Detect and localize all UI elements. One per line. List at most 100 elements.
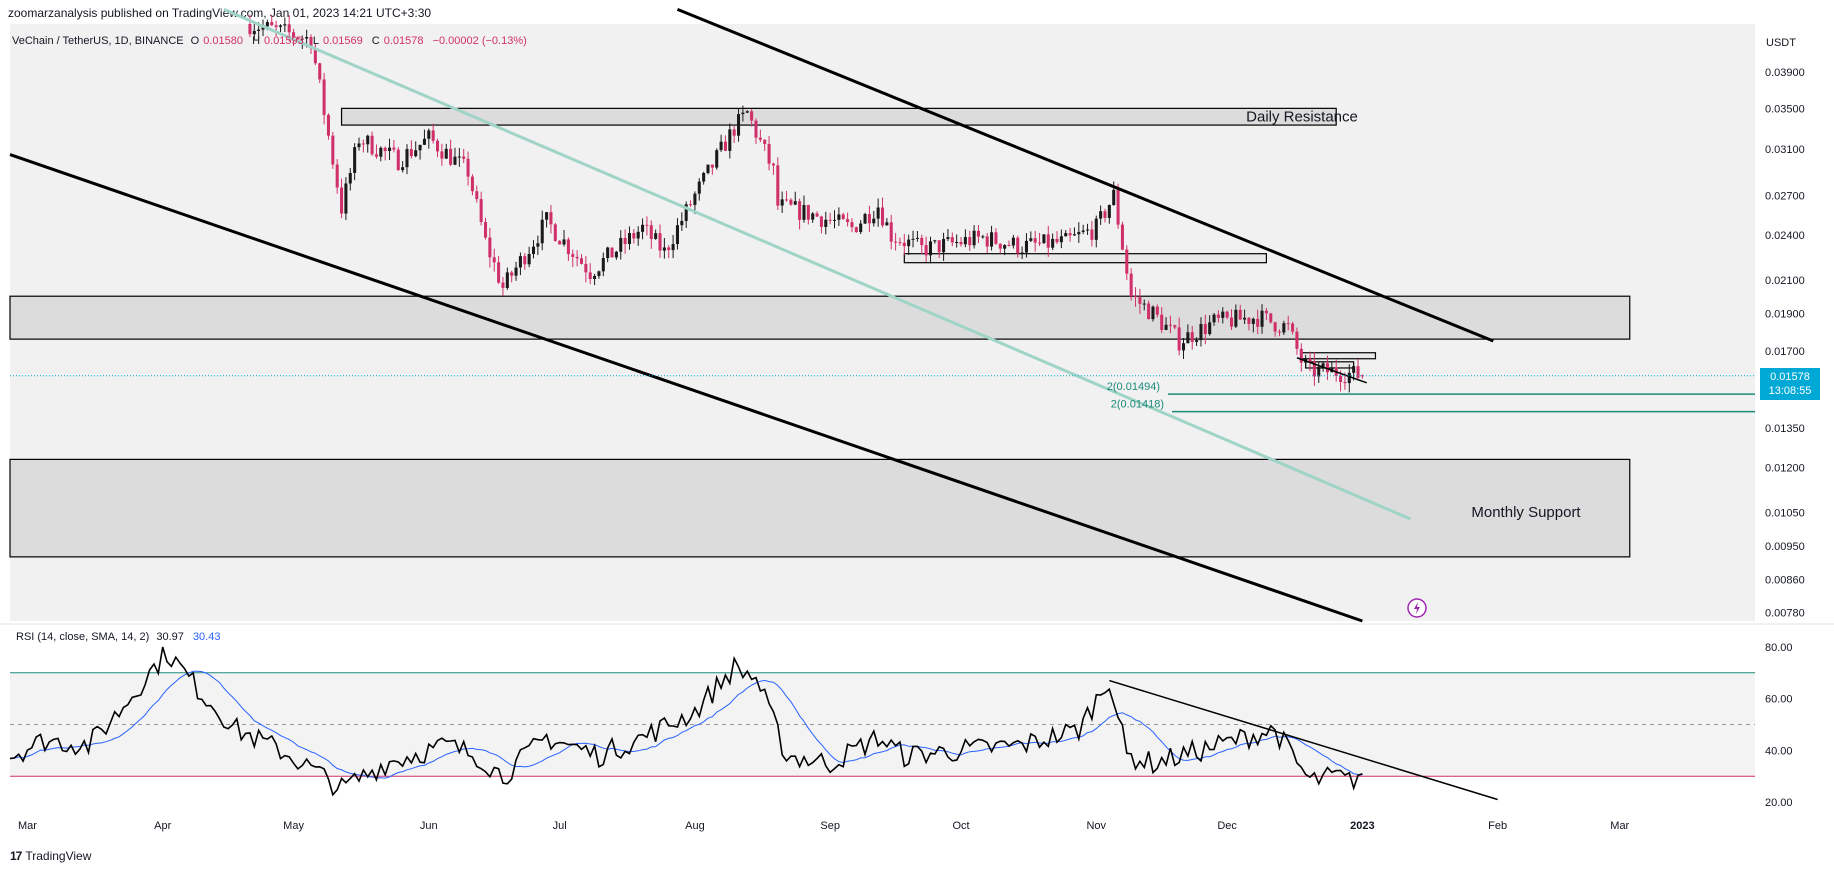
candle: [1273, 321, 1277, 337]
candle: [553, 222, 557, 242]
symbol-name[interactable]: VeChain / TetherUS, 1D, BINANCE: [12, 35, 184, 47]
candle: [1155, 304, 1159, 318]
candle: [972, 225, 976, 249]
rsi-legend[interactable]: RSI (14, close, SMA, 14, 2) 30.97 30.43: [16, 631, 220, 643]
tradingview-logo[interactable]: 17 TradingView: [10, 849, 91, 863]
intermediate-resistance-zone[interactable]: [9, 295, 1631, 340]
candle: [671, 234, 675, 259]
candle: [1269, 313, 1273, 324]
candle: [789, 198, 793, 206]
candle: [915, 231, 919, 242]
candle: [942, 232, 946, 261]
price-tick-label: 0.03900: [1765, 67, 1805, 79]
trendline-channel-upper[interactable]: [676, 8, 1494, 343]
candle: [1103, 208, 1107, 223]
candle: [658, 224, 662, 258]
candle: [335, 159, 339, 194]
candle: [379, 146, 383, 162]
time-tick-label: Jun: [420, 820, 438, 832]
candle: [606, 246, 610, 263]
candle: [876, 198, 880, 227]
candle: [270, 15, 274, 26]
candle: [453, 147, 457, 166]
candle: [758, 129, 762, 143]
candle: [492, 248, 496, 272]
candle: [1264, 308, 1268, 321]
candle: [444, 143, 448, 159]
range-box-dec-1[interactable]: [1300, 352, 1377, 360]
candle: [928, 236, 933, 264]
candle: [1251, 317, 1255, 333]
candle: [737, 108, 741, 142]
candle: [1064, 230, 1068, 237]
candle: [763, 139, 767, 152]
candle: [440, 143, 444, 166]
candle: [1138, 288, 1142, 314]
candle: [963, 229, 967, 248]
candle: [841, 212, 845, 220]
candle: [976, 225, 981, 244]
candle: [950, 232, 954, 247]
candle: [610, 247, 614, 258]
price-tick-label: 0.01700: [1765, 346, 1805, 358]
candle: [985, 233, 989, 253]
rsi-trendline[interactable]: [1109, 679, 1498, 801]
candle: [1247, 317, 1251, 331]
candle: [348, 167, 352, 191]
time-tick-label: Dec: [1217, 820, 1237, 832]
bar-countdown: 13:08:55: [1768, 384, 1812, 397]
price-tick-label: 0.03100: [1765, 144, 1805, 156]
candle: [641, 218, 645, 240]
candle: [1260, 304, 1264, 334]
candle: [353, 143, 357, 181]
trendline-short-term-down[interactable]: [1296, 357, 1367, 384]
candle: [370, 131, 374, 156]
rsi-axis[interactable]: 80.00 60.00 40.00 20.00: [1765, 642, 1793, 809]
candle: [636, 226, 640, 246]
candle: [1208, 315, 1212, 336]
rsi-label: RSI (14, close, SMA, 14, 2): [16, 631, 150, 643]
flash-icon[interactable]: [1407, 598, 1427, 618]
candle: [955, 234, 959, 248]
trendline-channel-lower[interactable]: [9, 153, 1363, 623]
candle: [1282, 320, 1286, 335]
monthly-support-label: Monthly Support: [1471, 504, 1581, 521]
candle: [1312, 352, 1316, 386]
candle: [540, 210, 544, 251]
high-label: H: [252, 35, 261, 47]
candle: [1308, 351, 1312, 372]
candle: [344, 177, 348, 221]
candle: [780, 191, 784, 213]
monthly-support-zone[interactable]: [9, 458, 1631, 558]
candle: [401, 161, 405, 173]
candle: [1234, 304, 1238, 328]
candle: [819, 215, 823, 234]
candle: [619, 230, 623, 260]
open-value: 0.01580: [203, 35, 243, 47]
time-axis[interactable]: Mar Apr May Jun Jul Aug Sep Oct Nov Dec 2023 Feb Mar: [18, 820, 1630, 832]
candle: [706, 164, 710, 175]
candle: [414, 141, 418, 158]
price-tick-label: 0.00780: [1765, 607, 1805, 619]
time-tick-label: Aug: [685, 820, 705, 832]
candle: [1203, 314, 1207, 345]
candle: [689, 200, 693, 207]
candle: [806, 204, 810, 225]
candle: [331, 131, 335, 169]
candle: [846, 212, 850, 227]
candle: [523, 253, 527, 270]
range-box-oct[interactable]: [903, 253, 1267, 264]
daily-resistance-zone[interactable]: [340, 107, 1337, 126]
candle: [383, 146, 387, 161]
tradingview-brand: TradingView: [25, 849, 92, 863]
candle: [422, 129, 426, 146]
candle: [684, 201, 688, 228]
candle: [728, 123, 732, 159]
candle: [449, 139, 453, 167]
trendline-diagonal-light[interactable]: [223, 8, 1411, 521]
price-axis[interactable]: 0.03900 0.03500 0.03100 0.02700 0.02400 0.021…: [1765, 67, 1805, 619]
price-tick-label: 0.02700: [1765, 190, 1805, 202]
candle: [1195, 337, 1199, 346]
